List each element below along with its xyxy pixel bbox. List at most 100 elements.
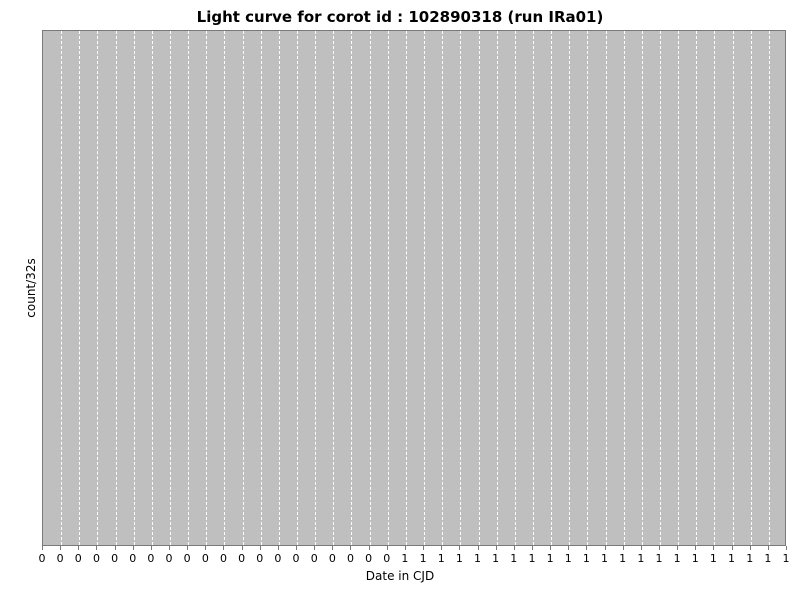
gridline — [297, 31, 298, 545]
x-tick-label: 0 — [111, 552, 118, 565]
x-tick-mark — [296, 546, 297, 550]
x-tick-mark — [695, 546, 696, 550]
x-tick-label: 0 — [347, 552, 354, 565]
x-tick-mark — [387, 546, 388, 550]
gridline — [279, 31, 280, 545]
x-tick-label: 1 — [474, 552, 481, 565]
gridline — [606, 31, 607, 545]
gridline — [261, 31, 262, 545]
gridline — [497, 31, 498, 545]
chart-title: Light curve for corot id : 102890318 (ru… — [0, 8, 800, 26]
gridline — [224, 31, 225, 545]
x-tick-mark — [151, 546, 152, 550]
gridline — [733, 31, 734, 545]
x-tick-mark — [478, 546, 479, 550]
gridline — [678, 31, 679, 545]
gridline — [61, 31, 62, 545]
x-tick-label: 0 — [75, 552, 82, 565]
x-tick-label: 1 — [674, 552, 681, 565]
x-tick-mark — [459, 546, 460, 550]
y-axis-label: count/32s — [24, 30, 38, 546]
x-tick-mark — [78, 546, 79, 550]
gridline — [243, 31, 244, 545]
x-tick-mark — [314, 546, 315, 550]
x-tick-mark — [42, 546, 43, 550]
x-tick-mark — [278, 546, 279, 550]
x-tick-mark — [532, 546, 533, 550]
x-tick-mark — [133, 546, 134, 550]
gridline — [551, 31, 552, 545]
x-tick-mark — [96, 546, 97, 550]
gridline — [206, 31, 207, 545]
x-tick-label: 0 — [202, 552, 209, 565]
gridline — [406, 31, 407, 545]
gridline — [388, 31, 389, 545]
x-tick-mark — [659, 546, 660, 550]
x-tick-mark — [405, 546, 406, 550]
x-tick-mark — [223, 546, 224, 550]
x-tick-mark — [623, 546, 624, 550]
x-tick-label: 0 — [129, 552, 136, 565]
x-tick-mark — [514, 546, 515, 550]
gridline — [79, 31, 80, 545]
x-tick-label: 0 — [383, 552, 390, 565]
x-tick-mark — [423, 546, 424, 550]
x-tick-label: 1 — [783, 552, 790, 565]
x-tick-mark — [496, 546, 497, 550]
gridline — [333, 31, 334, 545]
x-tick-mark — [641, 546, 642, 550]
x-tick-label: 1 — [547, 552, 554, 565]
gridline — [751, 31, 752, 545]
x-tick-label: 1 — [438, 552, 445, 565]
x-tick-label: 1 — [510, 552, 517, 565]
x-tick-label: 0 — [93, 552, 100, 565]
x-tick-label: 0 — [293, 552, 300, 565]
gridline — [460, 31, 461, 545]
x-tick-mark — [732, 546, 733, 550]
x-tick-label: 1 — [746, 552, 753, 565]
x-tick-mark — [677, 546, 678, 550]
x-tick-mark — [115, 546, 116, 550]
gridline — [134, 31, 135, 545]
x-tick-mark — [187, 546, 188, 550]
gridline — [587, 31, 588, 545]
x-tick-label: 0 — [57, 552, 64, 565]
x-tick-label: 0 — [329, 552, 336, 565]
x-tick-mark — [169, 546, 170, 550]
gridline — [714, 31, 715, 545]
x-tick-label: 1 — [492, 552, 499, 565]
x-tick-label: 1 — [456, 552, 463, 565]
x-tick-label: 1 — [601, 552, 608, 565]
gridline — [533, 31, 534, 545]
gridline — [170, 31, 171, 545]
x-tick-label: 1 — [692, 552, 699, 565]
gridline — [624, 31, 625, 545]
gridline — [315, 31, 316, 545]
gridline — [152, 31, 153, 545]
gridline — [97, 31, 98, 545]
x-tick-mark — [60, 546, 61, 550]
x-tick-mark — [350, 546, 351, 550]
x-tick-label: 1 — [728, 552, 735, 565]
x-axis-label: Date in CJD — [0, 569, 800, 583]
x-tick-label: 0 — [274, 552, 281, 565]
x-tick-label: 1 — [619, 552, 626, 565]
x-tick-label: 0 — [220, 552, 227, 565]
gridline — [351, 31, 352, 545]
x-tick-mark — [332, 546, 333, 550]
x-tick-mark — [586, 546, 587, 550]
x-tick-mark — [768, 546, 769, 550]
x-tick-label: 1 — [764, 552, 771, 565]
x-tick-label: 1 — [401, 552, 408, 565]
x-tick-label: 0 — [39, 552, 46, 565]
x-tick-label: 0 — [166, 552, 173, 565]
x-tick-label: 1 — [583, 552, 590, 565]
x-tick-mark — [441, 546, 442, 550]
x-tick-mark — [242, 546, 243, 550]
x-tick-label: 0 — [365, 552, 372, 565]
gridline — [188, 31, 189, 545]
x-tick-mark — [205, 546, 206, 550]
gridline — [479, 31, 480, 545]
x-tick-mark — [550, 546, 551, 550]
x-tick-mark — [568, 546, 569, 550]
